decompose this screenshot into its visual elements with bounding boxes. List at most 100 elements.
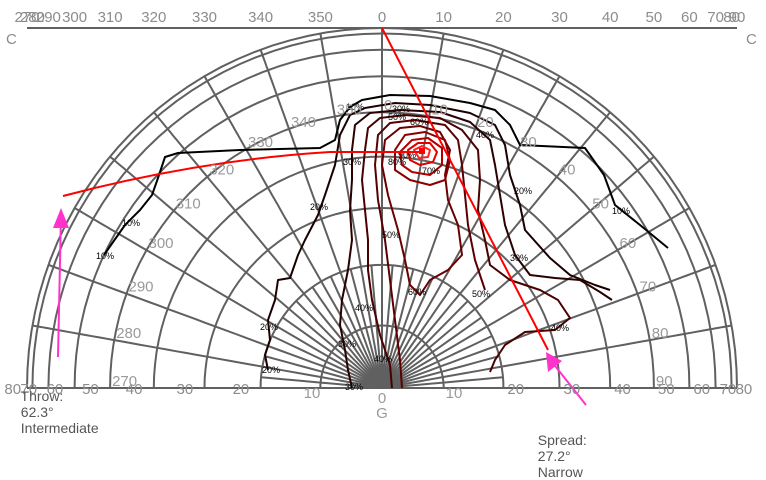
left-gamma-label: 60 (47, 381, 64, 398)
inner-c-label: 350 (337, 101, 362, 118)
spread-arrow (551, 361, 587, 406)
contour-label: 40% (355, 303, 373, 313)
contour-50 (374, 119, 486, 389)
contour-20 (264, 102, 611, 371)
inner-c-label: 320 (209, 162, 234, 179)
top-tick-label: 40 (602, 9, 619, 26)
contour-70 (394, 131, 451, 186)
inner-c-label: 300 (149, 235, 174, 252)
inner-c-label: 20 (477, 114, 494, 131)
contour-label: 40% (476, 130, 494, 140)
bottom-tick-label: 10 (446, 385, 463, 402)
contour-label: 30% (392, 104, 410, 114)
top-tick-label: 310 (98, 9, 123, 26)
inner-c-label: 10 (431, 101, 448, 118)
top-tick-label: 280 (20, 9, 45, 26)
right-gamma-label: 30 (564, 381, 581, 398)
contour-label: 10% (612, 206, 630, 216)
contour-40 (361, 114, 571, 389)
c-ray-minor (271, 335, 383, 389)
inner-c-label: 0 (384, 97, 392, 114)
c-ray--30 (203, 75, 383, 389)
top-tick-label: 90 (729, 9, 746, 26)
top-tick-label: 80 (723, 9, 740, 26)
top-tick-label: 330 (192, 9, 217, 26)
c-ray-20 (381, 49, 505, 389)
contour-label: 10% (122, 218, 140, 228)
spread-label: Spread: (537, 432, 587, 448)
c-ray-minor (381, 268, 415, 389)
spread-arrowhead (546, 352, 562, 372)
c-ray--80 (32, 324, 383, 389)
c-ray-minor (381, 300, 469, 389)
right-gamma-label: 70 (720, 381, 737, 398)
inner-c-label: 330 (248, 134, 273, 151)
inner-c-label: 290 (129, 279, 154, 296)
contour-label: 40% (374, 354, 392, 364)
bottom-tick-label: 10 (304, 385, 321, 402)
contour-label: 20% (260, 322, 278, 332)
contour-label: 20% (310, 202, 328, 212)
inner-c-label: 90 (656, 373, 673, 390)
left-gamma-label: 20 (233, 381, 250, 398)
top-tick-label: 290 (36, 9, 61, 26)
top-tick-label: 340 (248, 9, 273, 26)
top-tick-label: 0 (378, 9, 386, 26)
right-c-label: C (746, 31, 757, 48)
right-gamma-label: 40 (614, 381, 631, 398)
top-tick-label: 20 (495, 9, 512, 26)
c-ray-minor (260, 376, 383, 389)
inner-c-label: 60 (620, 235, 637, 252)
left-gamma-label: 50 (82, 381, 99, 398)
contour-label: 50% (382, 230, 400, 240)
c-ray-50 (381, 155, 655, 389)
contour-label: 70% (422, 166, 440, 176)
contour-label: 90% (398, 150, 416, 160)
inner-c-label: 280 (116, 325, 141, 342)
left-gamma-label: 30 (177, 381, 194, 398)
isocandela-contours (103, 94, 669, 389)
inner-c-label: 340 (291, 114, 316, 131)
throw-line (62, 151, 422, 197)
c-ray--50 (109, 155, 383, 389)
c-ray-minor (295, 300, 383, 389)
c-ray-40 (381, 111, 612, 389)
throw-annotation: Throw: 62.3° Intermediate (13, 372, 99, 436)
top-tick-label: 60 (681, 9, 698, 26)
c-ray-70 (381, 263, 716, 389)
c-ray-minor (311, 286, 383, 389)
right-gamma-label: 20 (507, 381, 524, 398)
contour-80 (399, 137, 443, 176)
contour-label: 60% (408, 287, 426, 297)
inner-c-label: 310 (176, 196, 201, 213)
c-ray-minor (281, 316, 383, 389)
contour-label: 50% (388, 112, 406, 122)
c-ray-minor (264, 355, 383, 389)
c-ray-30 (381, 75, 561, 389)
throw-class: Intermediate (20, 420, 99, 436)
spread-line (381, 27, 549, 351)
inner-c-label: 270 (112, 373, 137, 390)
top-tick-label: 320 (141, 9, 166, 26)
right-gamma-label: 60 (693, 381, 710, 398)
contour-label: 10% (96, 251, 114, 261)
contour-90 (407, 142, 438, 166)
top-tick-label: 50 (646, 9, 663, 26)
c-ray-60 (381, 207, 691, 389)
isocandela-chart: 10% 10% 10% 10% 20% 20% 20% 20% 30% 30% 30% 30% 30% 4… (4, 9, 757, 422)
throw-arrowhead (53, 208, 69, 228)
contour-10 (103, 94, 669, 256)
contour-label: 40% (551, 323, 569, 333)
chart-grid (26, 26, 738, 389)
contour-label: 10% (346, 102, 364, 112)
right-gamma-label: 50 (658, 381, 675, 398)
c-ray-minor (329, 275, 383, 389)
top-tick-label: 350 (308, 9, 333, 26)
annotation-arrows (53, 208, 587, 406)
left-c-label: C (6, 31, 17, 48)
contour-label: 80% (388, 157, 406, 167)
c-ray--60 (73, 207, 383, 389)
throw-spread-lines (62, 27, 549, 351)
throw-label: Throw: (20, 388, 64, 404)
